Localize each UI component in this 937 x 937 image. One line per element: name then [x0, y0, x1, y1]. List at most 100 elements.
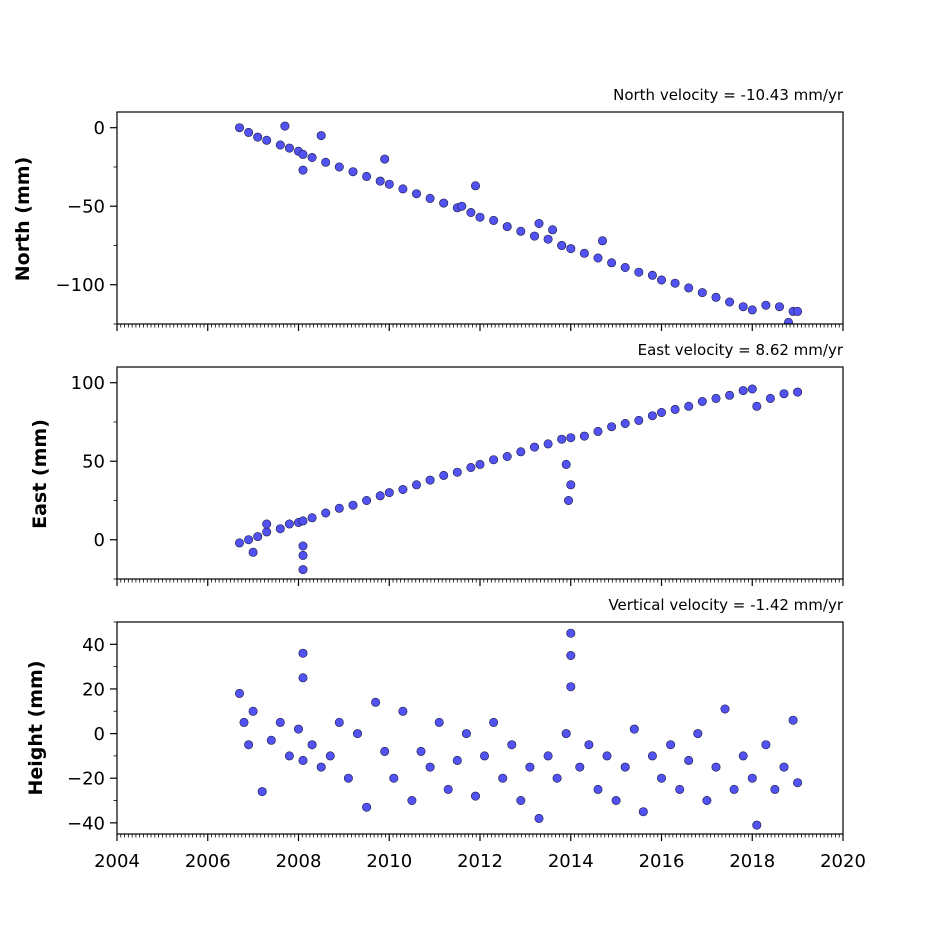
- east-data-point: [697, 396, 707, 406]
- north-data-point: [244, 127, 254, 137]
- north-data-point: [275, 140, 285, 150]
- north-data-point: [298, 165, 308, 175]
- height-y-axis-label: Height (mm): [25, 660, 47, 795]
- height-data-point: [593, 784, 603, 794]
- x-tick-label: 2016: [639, 851, 685, 872]
- north-data-point: [557, 241, 567, 251]
- north-x-ticks: [116, 324, 844, 331]
- height-data-point: [561, 729, 571, 739]
- east-data-point: [747, 384, 757, 394]
- height-data-point: [239, 717, 249, 727]
- north-data-point: [439, 198, 449, 208]
- east-data-point: [543, 439, 553, 449]
- north-data-point: [316, 131, 326, 141]
- east-data-point: [765, 393, 775, 403]
- x-tick-label: 2014: [548, 851, 594, 872]
- north-data-point: [470, 181, 480, 191]
- height-data-point: [507, 740, 517, 750]
- x-tick-label: 2012: [457, 851, 503, 872]
- height-y-tick-label: −20: [67, 769, 105, 790]
- east-data-point: [439, 470, 449, 480]
- height-data-point: [566, 682, 576, 692]
- east-data-point: [563, 495, 573, 505]
- x-tick-label: 2010: [366, 851, 412, 872]
- east-data-point: [244, 535, 254, 545]
- north-data-point: [647, 270, 657, 280]
- north-data-point: [670, 278, 680, 288]
- height-data-point: [352, 729, 362, 739]
- height-data-point: [380, 746, 390, 756]
- height-data-point: [534, 813, 544, 823]
- east-data-point: [248, 547, 258, 557]
- height-y-tick-label: −40: [67, 813, 105, 834]
- east-data-point: [793, 387, 803, 397]
- north-data-point: [738, 302, 748, 312]
- height-data-point: [371, 697, 381, 707]
- north-data-point: [384, 179, 394, 189]
- height-data-point: [629, 724, 639, 734]
- vertical-velocity-annotation: Vertical velocity = -1.42 mm/yr: [608, 596, 843, 614]
- east-y-ticks: [110, 382, 117, 580]
- height-data-point: [647, 751, 657, 761]
- east-data-point: [235, 538, 245, 548]
- north-data-point: [597, 236, 607, 246]
- height-data-point: [257, 787, 267, 797]
- height-data-point: [284, 751, 294, 761]
- east-data-point: [557, 434, 567, 444]
- north-data-point: [466, 208, 476, 218]
- height-data-point: [675, 784, 685, 794]
- north-data-point: [607, 258, 617, 268]
- height-x-ticks: [116, 834, 844, 841]
- height-data-point: [684, 755, 694, 765]
- height-data-point: [298, 755, 308, 765]
- east-data-point: [529, 442, 539, 452]
- height-data-point: [779, 762, 789, 772]
- east-data-point: [579, 431, 589, 441]
- north-data-point: [284, 143, 294, 153]
- east-data-point: [475, 459, 485, 469]
- height-data-point: [248, 706, 258, 716]
- height-data-point: [761, 740, 771, 750]
- height-data-point: [275, 717, 285, 727]
- height-data-point: [325, 751, 335, 761]
- north-data-point: [684, 283, 694, 293]
- height-points: [235, 628, 803, 830]
- east-data-point: [466, 462, 476, 472]
- x-tick-label: 2018: [729, 851, 775, 872]
- north-data-point: [529, 231, 539, 241]
- east-data-point: [375, 491, 385, 501]
- north-y-tick-label: −100: [56, 275, 105, 296]
- height-data-point: [443, 784, 453, 794]
- height-data-point: [656, 773, 666, 783]
- north-data-point: [725, 297, 735, 307]
- height-plot-area: 2004 2006 2008 2010 2012 2014 2016 2018 2020 40 20…: [67, 621, 866, 872]
- height-data-point: [434, 717, 444, 727]
- east-velocity-annotation: East velocity = 8.62 mm/yr: [638, 341, 844, 359]
- north-y-axis-label: North (mm): [12, 157, 34, 282]
- east-data-point: [711, 393, 721, 403]
- height-data-point: [498, 773, 508, 783]
- north-data-point: [411, 189, 421, 199]
- height-data-point: [752, 820, 762, 830]
- height-data-point: [770, 784, 780, 794]
- height-data-point: [611, 795, 621, 805]
- height-data-point: [552, 773, 562, 783]
- east-data-point: [348, 500, 358, 510]
- east-data-point: [738, 386, 748, 396]
- east-data-point: [307, 513, 317, 523]
- height-data-point: [389, 773, 399, 783]
- north-data-point: [375, 176, 385, 186]
- north-data-point: [235, 123, 245, 133]
- height-data-point: [452, 755, 462, 765]
- north-velocity-annotation: North velocity = -10.43 mm/yr: [613, 86, 844, 104]
- height-data-point: [793, 778, 803, 788]
- height-data-point: [316, 762, 326, 772]
- height-data-point: [666, 740, 676, 750]
- height-data-point: [566, 628, 576, 638]
- east-x-ticks: [116, 579, 844, 586]
- east-data-point: [752, 401, 762, 411]
- north-data-point: [516, 226, 526, 236]
- height-data-point: [407, 795, 417, 805]
- height-data-point: [398, 706, 408, 716]
